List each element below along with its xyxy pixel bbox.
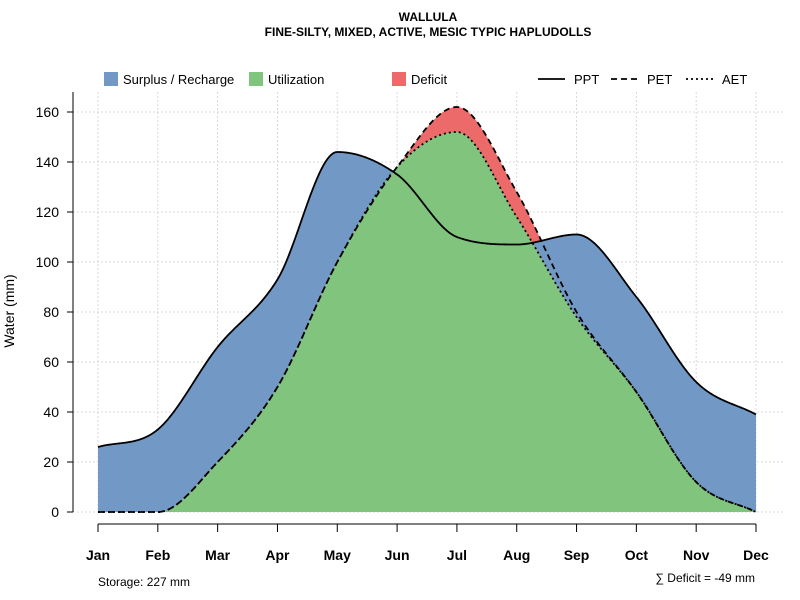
y-tick-label: 60 xyxy=(43,354,59,370)
x-tick-label: Mar xyxy=(205,547,230,563)
deficit-annotation: ∑ Deficit = -49 mm xyxy=(655,571,755,585)
surplus-band xyxy=(533,234,756,512)
x-tick-label: Sep xyxy=(564,547,590,563)
legend-label-utilization: Utilization xyxy=(268,72,324,87)
y-tick-label: 120 xyxy=(36,204,60,220)
x-tick-label: Apr xyxy=(265,547,290,563)
series-line-pet xyxy=(98,106,757,513)
series-lines xyxy=(97,106,757,513)
x-tick-label: Jun xyxy=(385,547,410,563)
x-tick-label: Jul xyxy=(447,547,467,563)
y-tick-label: 40 xyxy=(43,404,59,420)
legend-label-aet: AET xyxy=(722,72,747,87)
x-tick-label: Oct xyxy=(625,547,649,563)
legend-swatch-utilization xyxy=(249,72,263,86)
legend-label-ppt: PPT xyxy=(574,72,599,87)
legend-swatch-surplus xyxy=(104,72,118,86)
legend-swatch-deficit xyxy=(392,72,406,86)
legend-label-pet: PET xyxy=(647,72,672,87)
storage-annotation: Storage: 227 mm xyxy=(98,575,190,589)
y-tick-label: 0 xyxy=(51,504,59,520)
legend: Surplus / Recharge Utilization Deficit PPT P… xyxy=(104,72,747,87)
series-line-aet xyxy=(98,131,757,513)
axes: 0 20 40 60 80 100 120 140 160 Jan Feb Mar Apr May Jun J… xyxy=(36,92,769,563)
legend-label-surplus: Surplus / Recharge xyxy=(123,72,234,87)
y-tick-label: 160 xyxy=(36,104,60,120)
x-tick-label: Dec xyxy=(743,547,769,563)
legend-label-deficit: Deficit xyxy=(411,72,448,87)
y-axis-label: Water (mm) xyxy=(1,274,17,347)
x-tick-label: Nov xyxy=(683,547,710,563)
utilization-area xyxy=(98,132,756,512)
surplus-band xyxy=(98,152,392,512)
chart-subtitle: FINE-SILTY, MIXED, ACTIVE, MESIC TYPIC H… xyxy=(265,25,592,39)
x-tick-label: Feb xyxy=(145,547,170,563)
chart-title: WALLULA xyxy=(399,10,458,24)
x-tick-label: Jan xyxy=(86,547,110,563)
y-tick-label: 20 xyxy=(43,454,59,470)
x-tick-label: Aug xyxy=(503,547,530,563)
y-tick-label: 140 xyxy=(36,154,60,170)
y-tick-label: 80 xyxy=(43,304,59,320)
series-line-ppt xyxy=(97,151,757,448)
area-fills xyxy=(98,107,756,512)
y-tick-label: 100 xyxy=(36,254,60,270)
x-tick-label: May xyxy=(324,547,351,563)
